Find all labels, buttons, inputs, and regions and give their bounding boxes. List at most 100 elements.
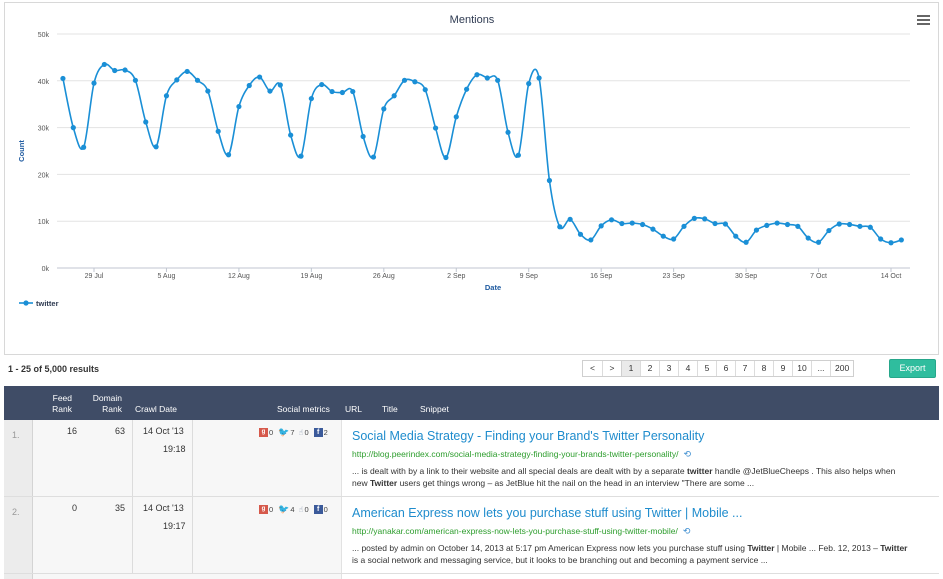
data-point <box>878 236 884 242</box>
facebook-icon: f <box>313 505 323 514</box>
export-button[interactable]: Export <box>889 359 936 378</box>
column-divider <box>132 497 133 573</box>
snippet-text: Twitter <box>369 478 398 488</box>
prev-page-button[interactable]: < <box>583 361 602 376</box>
page-5-button[interactable]: 5 <box>697 361 716 376</box>
data-point <box>194 77 201 83</box>
page-7-button[interactable]: 7 <box>735 361 754 376</box>
header-snippet[interactable]: Snippet <box>420 404 449 414</box>
legend-marker <box>23 300 29 306</box>
x-tick-label: 14 Oct <box>881 273 902 280</box>
x-tick-label: 12 Aug <box>228 273 250 280</box>
x-tick-label: 19 Aug <box>300 273 322 280</box>
result-title-link[interactable]: American Express now lets you purchase s… <box>352 506 743 520</box>
data-point <box>453 114 459 120</box>
x-tick-label: 26 Aug <box>373 273 395 280</box>
result-snippet: ... posted by admin on October 14, 2013 … <box>352 542 912 566</box>
mentions-chart: Mentions 0k 10k 20k 30k 40k 50k Count 29 Jul 5 Au… <box>4 2 939 355</box>
data-point <box>826 227 832 234</box>
data-point <box>267 88 273 94</box>
header-feed-rank[interactable]: Feed Rank <box>52 393 72 414</box>
page-10-button[interactable]: 10 <box>792 361 811 376</box>
data-point <box>246 82 252 89</box>
data-point <box>319 81 325 88</box>
data-point <box>360 133 366 140</box>
page-3-button[interactable]: 3 <box>659 361 678 376</box>
header-title[interactable]: Title <box>382 404 398 414</box>
data-point <box>495 77 501 83</box>
data-point <box>557 224 563 230</box>
thumbs-count: 0 <box>304 428 309 437</box>
data-point <box>577 231 584 237</box>
open-link-icon[interactable]: ⟲ <box>682 526 691 536</box>
row-number: 2. <box>12 507 20 517</box>
page-8-button[interactable]: 8 <box>754 361 773 376</box>
result-url-link[interactable]: http://yanakar.com/american-express-now-… <box>352 526 693 536</box>
data-point <box>443 154 449 161</box>
data-point <box>257 74 263 80</box>
next-page-button[interactable]: > <box>602 361 621 376</box>
data-point <box>329 88 335 95</box>
data-point <box>422 87 428 93</box>
data-point <box>546 177 553 184</box>
data-point <box>805 235 811 241</box>
data-point <box>691 215 697 221</box>
header-domain-rank[interactable]: Domain Rank <box>92 393 122 414</box>
header-social-metrics[interactable]: Social metrics <box>277 404 330 414</box>
data-point <box>339 89 346 96</box>
column-divider <box>132 420 133 496</box>
domain-rank: 35 <box>114 503 125 513</box>
crawl-time: 19:17 <box>163 521 186 531</box>
feed-rank: 16 <box>66 426 77 436</box>
data-point <box>391 93 397 99</box>
data-point <box>795 223 801 229</box>
data-point <box>163 93 170 99</box>
data-point <box>629 220 635 226</box>
data-point <box>350 88 356 95</box>
result-url[interactable]: http://blog.peerindex.com/social-media-s… <box>352 449 679 459</box>
data-point <box>401 77 408 83</box>
data-point <box>815 239 822 245</box>
header-crawl-date[interactable]: Crawl Date <box>135 404 178 414</box>
page-2-button[interactable]: 2 <box>640 361 659 376</box>
page-1-button[interactable]: 1 <box>621 361 640 376</box>
legend-item-twitter[interactable]: twitter <box>36 299 59 308</box>
data-point <box>70 125 76 131</box>
data-point <box>412 79 418 85</box>
twitter-count: 7 <box>290 428 295 437</box>
x-tick-label: 5 Aug <box>157 273 175 280</box>
data-point <box>888 240 894 246</box>
crawl-time: 19:18 <box>163 444 186 454</box>
data-point <box>505 129 511 135</box>
page-200-button[interactable]: 200 <box>830 361 854 376</box>
row-number-cell: 2. <box>4 497 33 573</box>
thumbs-count: 0 <box>304 505 309 514</box>
hamburger-menu-icon[interactable] <box>917 15 930 26</box>
row-number-cell <box>4 574 33 579</box>
pagination: < >1 2 3 4 5 6 7 8 9 10... 200 <box>582 360 855 377</box>
page-4-button[interactable]: 4 <box>678 361 697 376</box>
x-tick-label: 9 Sep <box>520 273 538 280</box>
page-6-button[interactable]: 6 <box>716 361 735 376</box>
result-url[interactable]: http://yanakar.com/american-express-now-… <box>352 526 678 536</box>
result-title-link[interactable]: Social Media Strategy - Finding your Bra… <box>352 429 705 443</box>
chart-title: Mentions <box>450 14 495 26</box>
row-content-cell <box>341 574 939 579</box>
data-point <box>101 61 107 68</box>
results-count: 1 - 25 of 5,000 results <box>8 364 100 374</box>
page-9-button[interactable]: 9 <box>773 361 792 376</box>
google-plus-icon: g <box>259 428 268 437</box>
x-tick-label: 29 Jul <box>85 273 104 280</box>
data-point <box>639 221 646 228</box>
column-divider <box>192 497 193 573</box>
x-tick-label: 23 Sep <box>663 273 685 280</box>
open-link-icon[interactable]: ⟲ <box>683 449 691 459</box>
crawl-date: 14 Oct '13 <box>143 503 184 513</box>
data-point <box>484 75 490 81</box>
result-url-link[interactable]: http://blog.peerindex.com/social-media-s… <box>352 449 693 459</box>
header-url[interactable]: URL <box>345 404 363 414</box>
feed-rank: 0 <box>71 503 77 513</box>
data-point <box>60 75 66 82</box>
data-point <box>608 217 615 223</box>
